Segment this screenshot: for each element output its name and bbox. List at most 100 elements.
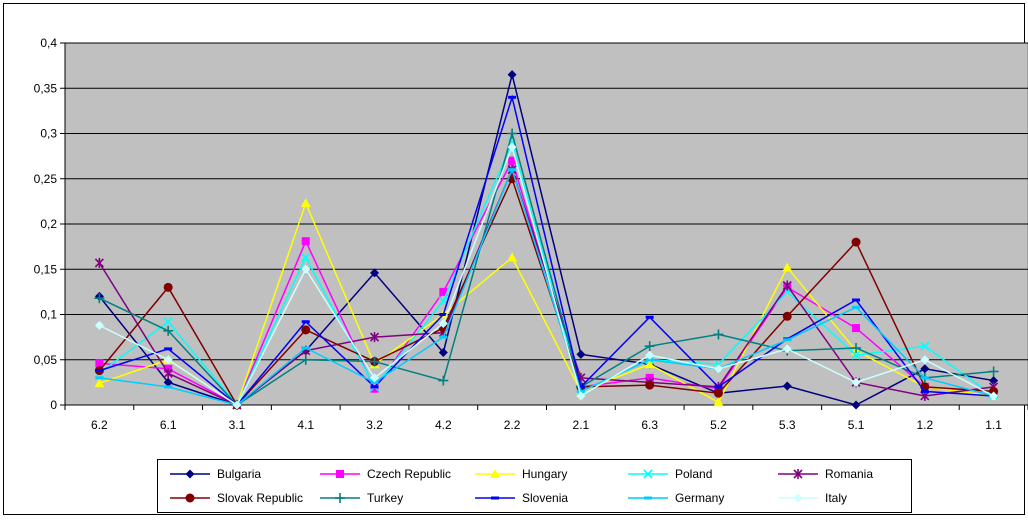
data-point-turkey [163,325,174,336]
data-point-germany [783,338,792,342]
x-tick-label: 6.1 [160,418,177,432]
data-point-hungary [94,378,105,388]
data-point-germany [164,385,173,389]
legend-item-bulgaria: Bulgaria [170,467,261,481]
y-tick-label: 0,4 [40,36,57,50]
data-point-slovenia [370,385,379,389]
data-point-hungary [713,397,724,407]
legend-label: Romania [825,467,873,481]
legend-label: Bulgaria [217,467,261,481]
data-point-italy [163,355,173,365]
data-point-italy [713,364,723,374]
series-line-germany [99,167,994,406]
data-point-germany [576,389,585,393]
data-point-bulgaria [163,377,173,387]
y-tick-label: 0,35 [34,81,58,95]
data-point-slovak-republic [645,380,655,390]
x-tick-label: 3.1 [229,418,246,432]
data-point-hungary [782,262,793,272]
legend-item-turkey: Turkey [320,491,403,505]
data-point-italy [94,320,104,330]
data-point-bulgaria [851,400,861,410]
data-point-germany [439,335,448,339]
data-point-hungary [300,198,311,208]
data-point-italy [438,319,448,329]
data-point-poland [851,350,861,360]
data-point-germany [645,358,654,362]
data-point-poland [301,252,311,263]
series-line-italy [99,144,994,407]
data-point-poland [163,317,173,327]
x-tick-label: 6.3 [641,418,658,432]
data-point-slovenia [301,320,310,324]
legend-item-germany: Germany [628,491,724,505]
data-point-slovak-republic [989,386,999,396]
legend-label: Hungary [522,467,567,481]
data-point-slovenia [508,95,517,99]
data-point-hungary [507,252,518,262]
data-point-germany [508,168,517,172]
data-point-slovenia [714,385,723,389]
data-point-czech-republic [95,359,104,368]
legend-item-slovak-republic: Slovak Republic [170,491,303,505]
data-point-turkey [300,354,311,365]
legend-label: Germany [675,491,724,505]
legend-item-italy: Italy [778,491,847,505]
data-point-turkey [438,375,449,386]
legend-swatch-marker [335,493,345,503]
legend-swatch-marker [644,496,652,500]
data-point-italy [645,350,655,360]
data-point-germany [301,346,310,350]
y-tick-label: 0,15 [34,262,58,276]
data-point-bulgaria [507,70,517,80]
data-point-italy [301,264,311,274]
y-axis: 0 0,05 0,1 0,15 0,2 0,25 0,3 0,35 0,4 [34,36,66,412]
x-tick-label: 6.2 [91,418,108,432]
data-point-slovak-republic [851,237,861,247]
x-tick-label: 1.1 [985,418,1002,432]
data-point-slovenia [439,313,448,316]
legend-item-romania: Romania [778,467,873,481]
data-point-italy [576,391,586,401]
data-point-bulgaria [920,364,930,374]
legend: Bulgaria Czech Republic Hungary Poland Roman… [170,467,873,505]
legend-item-czech-republic: Czech Republic [320,467,451,481]
y-tick-label: 0,05 [34,353,58,367]
series-group [94,70,999,410]
series-line-hungary [99,201,994,407]
data-point-turkey [644,341,655,352]
data-point-turkey [94,293,105,304]
series-line-slovenia [99,94,994,407]
data-point-romania [369,332,380,343]
data-point-germany [920,376,929,380]
legend-label: Slovenia [522,491,568,505]
data-point-romania [94,257,104,268]
data-point-czech-republic [852,324,861,333]
data-point-bulgaria [989,376,999,386]
y-tick-label: 0 [50,398,57,412]
data-point-turkey [851,342,862,353]
legend-label: Turkey [367,491,403,505]
y-tick-label: 0,3 [40,127,57,141]
legend-label: Slovak Republic [217,491,303,505]
x-tick-label: 4.2 [435,418,452,432]
data-point-slovak-republic [782,311,792,321]
data-point-czech-republic [370,384,379,393]
data-point-slovenia [576,385,585,389]
series-line-poland [98,140,995,407]
data-point-turkey [507,128,518,139]
x-tick-label: 5.3 [779,418,796,432]
data-point-turkey [713,329,724,340]
legend-item-poland: Poland [628,467,712,481]
data-point-slovenia [852,298,861,302]
legend-swatch-marker [185,469,195,479]
x-tick-label: 2.1 [573,418,590,432]
y-tick-label: 0,25 [34,172,58,186]
legend-swatch-marker [185,493,195,503]
data-point-poland [438,296,448,306]
legend-swatch-marker [643,469,653,479]
x-tick-label: 3.2 [366,418,383,432]
legend-swatch-marker [336,470,344,478]
data-point-slovak-republic [163,282,173,292]
data-point-slovak-republic [713,388,723,398]
